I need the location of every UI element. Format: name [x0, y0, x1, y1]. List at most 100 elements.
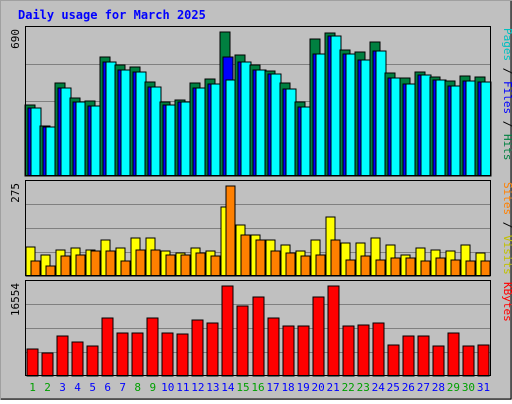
hits-panel-axis-label-part: Files	[501, 81, 512, 114]
kbytes-panel-bar-kbytes-day-7	[116, 332, 129, 377]
visits-panel-axis-label-part: /	[501, 215, 512, 235]
visits-panel-bar-sites-day-17	[270, 250, 281, 277]
day-label-10: 10	[161, 381, 174, 394]
kbytes-panel-bar-kbytes-day-21	[327, 285, 340, 377]
day-label-15: 15	[236, 381, 249, 394]
hits-panel-axis-label-part: /	[501, 61, 512, 81]
day-label-12: 12	[191, 381, 204, 394]
kbytes-panel-bar-kbytes-day-25	[387, 344, 400, 377]
visits-panel-bar-sites-day-21	[330, 239, 341, 277]
kbytes-panel-bar-kbytes-day-23	[357, 324, 370, 377]
hits-panel-axis-label: Pages / Files / Hits	[501, 28, 512, 161]
visits-panel-bar-sites-day-30	[465, 260, 476, 277]
kbytes-panel-bar-kbytes-day-20	[312, 296, 325, 377]
visits-panel-bar-sites-day-8	[135, 249, 146, 277]
kbytes-panel-axis-label: KBytes	[501, 282, 512, 322]
day-label-30: 30	[462, 381, 475, 394]
visits-panel-bar-sites-day-14	[225, 185, 236, 277]
visits-panel-bar-sites-day-26	[405, 257, 416, 277]
day-label-31: 31	[477, 381, 490, 394]
visits-panel-bar-sites-day-15	[240, 234, 251, 277]
kbytes-panel-axis-label-part: KBytes	[501, 282, 512, 322]
kbytes-panel-bar-kbytes-day-28	[432, 345, 445, 377]
kbytes-panel-ymax-label: 16554	[9, 283, 22, 316]
visits-panel-bar-sites-day-22	[345, 259, 356, 277]
kbytes-panel-bar-kbytes-day-29	[447, 332, 460, 377]
visits-panel-bar-sites-day-6	[105, 250, 116, 277]
day-label-22: 22	[342, 381, 355, 394]
kbytes-panel-bar-kbytes-day-19	[297, 325, 310, 377]
hits-panel-bar-pages-day-31	[480, 81, 492, 177]
day-label-1: 1	[29, 381, 36, 394]
day-label-3: 3	[59, 381, 66, 394]
visits-panel-ymax-label: 275	[9, 183, 22, 203]
visits-panel-bar-sites-day-10	[165, 254, 176, 277]
visits-panel-bar-sites-day-12	[195, 252, 206, 277]
day-label-29: 29	[447, 381, 460, 394]
day-label-11: 11	[176, 381, 189, 394]
day-label-18: 18	[281, 381, 294, 394]
kbytes-panel-bar-kbytes-day-14	[221, 285, 234, 377]
visits-panel-bar-sites-day-27	[420, 260, 431, 277]
day-label-21: 21	[327, 381, 340, 394]
day-label-8: 8	[134, 381, 141, 394]
visits-panel-bar-sites-day-5	[90, 250, 101, 277]
chart-title: Daily usage for March 2025	[18, 8, 206, 22]
visits-panel-border	[25, 180, 491, 276]
visits-panel-bar-sites-day-31	[480, 260, 491, 277]
kbytes-panel-bar-kbytes-day-1	[26, 348, 39, 377]
visits-panel-bar-sites-day-3	[60, 255, 71, 277]
day-label-5: 5	[89, 381, 96, 394]
kbytes-panel-bar-kbytes-day-16	[252, 296, 265, 377]
visits-panel-bar-sites-day-24	[375, 259, 386, 277]
day-label-19: 19	[296, 381, 309, 394]
day-label-13: 13	[206, 381, 219, 394]
visits-panel-axis-label-part: Sites	[501, 182, 512, 215]
visits-panel-bar-sites-day-13	[210, 255, 221, 277]
visits-panel-axis-label: Sites / Visits	[501, 182, 512, 275]
visits-panel-bar-sites-day-28	[435, 257, 446, 277]
kbytes-panel-bar-kbytes-day-31	[477, 344, 490, 377]
hits-panel-axis-label-part: /	[501, 114, 512, 134]
day-label-28: 28	[432, 381, 445, 394]
kbytes-panel-bar-kbytes-day-30	[462, 345, 475, 377]
day-label-14: 14	[221, 381, 235, 394]
visits-panel-bar-sites-day-25	[390, 257, 401, 277]
visits-panel-bar-sites-day-1	[30, 260, 41, 277]
visits-panel-bar-sites-day-18	[285, 252, 296, 277]
day-label-24: 24	[372, 381, 386, 394]
hits-panel-axis-label-part: Pages	[501, 28, 512, 61]
visits-panel-bar-sites-day-20	[315, 254, 326, 277]
kbytes-panel-bar-kbytes-day-24	[372, 322, 385, 377]
kbytes-panel-bar-kbytes-day-10	[161, 332, 174, 377]
kbytes-panel-bar-kbytes-day-9	[146, 317, 159, 377]
day-label-27: 27	[417, 381, 430, 394]
day-label-17: 17	[266, 381, 279, 394]
day-label-9: 9	[149, 381, 156, 394]
kbytes-panel-bar-kbytes-day-8	[131, 332, 144, 377]
kbytes-panel-bar-kbytes-day-6	[101, 317, 114, 377]
kbytes-panel-bar-kbytes-day-11	[176, 333, 189, 377]
day-label-4: 4	[74, 381, 81, 394]
hits-panel-axis-label-part: Hits	[501, 134, 512, 161]
day-label-6: 6	[104, 381, 111, 394]
kbytes-panel-bar-kbytes-day-2	[41, 352, 54, 377]
visits-panel-bar-sites-day-7	[120, 260, 131, 277]
kbytes-panel-bar-kbytes-day-4	[71, 341, 84, 377]
visits-panel-bar-sites-day-2	[45, 265, 56, 277]
kbytes-panel-bar-kbytes-day-27	[417, 335, 430, 377]
kbytes-panel-bar-kbytes-day-26	[402, 335, 415, 377]
visits-panel-axis-label-part: Visits	[501, 235, 512, 275]
kbytes-panel-bar-kbytes-day-17	[267, 317, 280, 377]
hits-panel-border	[25, 26, 491, 176]
kbytes-panel-bar-kbytes-day-12	[191, 319, 204, 377]
kbytes-panel-bar-kbytes-day-13	[206, 322, 219, 377]
kbytes-panel-border	[25, 280, 491, 376]
visits-panel-bar-sites-day-9	[150, 249, 161, 277]
day-label-26: 26	[402, 381, 415, 394]
visits-panel-bar-sites-day-29	[450, 259, 461, 277]
visits-panel-bar-sites-day-16	[255, 239, 266, 277]
visits-panel-bar-sites-day-19	[300, 255, 311, 277]
